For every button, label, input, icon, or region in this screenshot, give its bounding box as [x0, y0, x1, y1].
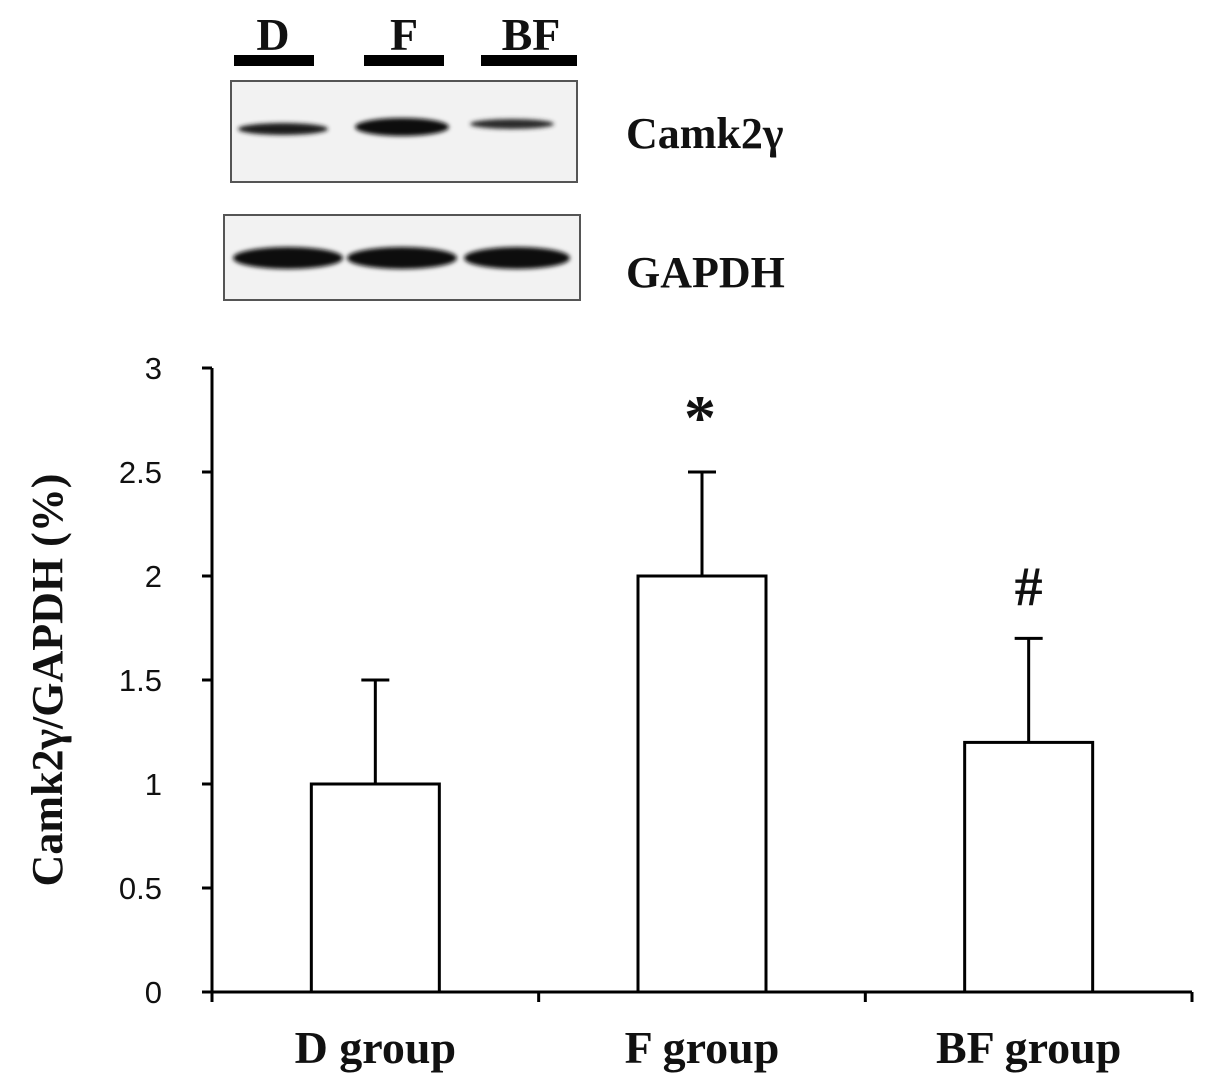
lane-bar-d — [234, 55, 314, 66]
blot-strip-gapdh — [223, 214, 581, 301]
y-tick-label: 3 — [145, 351, 162, 386]
y-tick-label: 0 — [145, 975, 162, 1010]
bar-chart: 00.511.522.53 *# D group F group BF group … — [23, 351, 1194, 1073]
bar-2 — [636, 574, 768, 994]
bar-1 — [309, 782, 441, 994]
significance-marks: *# — [684, 382, 1043, 618]
error-bars-group — [361, 470, 1043, 784]
band-camk2g-d — [238, 123, 328, 135]
significance-mark-3: # — [1015, 556, 1043, 618]
bars-group — [309, 574, 1095, 994]
y-tick-label: 2.5 — [119, 455, 162, 490]
bar-3 — [963, 740, 1095, 994]
y-axis-ticks: 0 0.5 1 1.5 2 2.5 3 — [119, 351, 212, 1010]
significance-mark-2: * — [684, 382, 716, 453]
lane-label-bf: BF — [502, 9, 561, 60]
blot-label-camk2g: Camk2γ — [626, 109, 783, 158]
lane-label-d: D — [256, 9, 289, 60]
category-label-2: F group — [625, 1022, 780, 1073]
blot-label-gapdh: GAPDH — [626, 248, 785, 297]
western-blot-panel: D F BF Camk2γ GAPDH — [223, 9, 785, 301]
y-tick-label: 1.5 — [119, 663, 162, 698]
band-gapdh-bf — [464, 247, 570, 269]
y-axis-label: Camk2γ/GAPDH (%) — [23, 474, 72, 887]
lane-label-f: F — [390, 9, 418, 60]
blot-strip-camk2g — [230, 80, 578, 183]
band-gapdh-d — [233, 247, 343, 269]
band-camk2g-f — [355, 118, 449, 136]
band-camk2g-bf — [470, 119, 554, 129]
y-tick-label: 2 — [145, 559, 162, 594]
category-label-1: D group — [295, 1022, 456, 1073]
band-gapdh-f — [347, 247, 457, 269]
category-label-3: BF group — [936, 1022, 1121, 1073]
x-axis-ticks — [210, 992, 1194, 1002]
lane-bar-bf — [481, 55, 577, 66]
y-tick-label: 1 — [145, 767, 162, 802]
category-labels: D group F group BF group — [295, 1022, 1122, 1073]
lane-headers: D F BF — [234, 9, 577, 66]
lane-bar-f — [364, 55, 444, 66]
y-tick-label: 0.5 — [119, 871, 162, 906]
